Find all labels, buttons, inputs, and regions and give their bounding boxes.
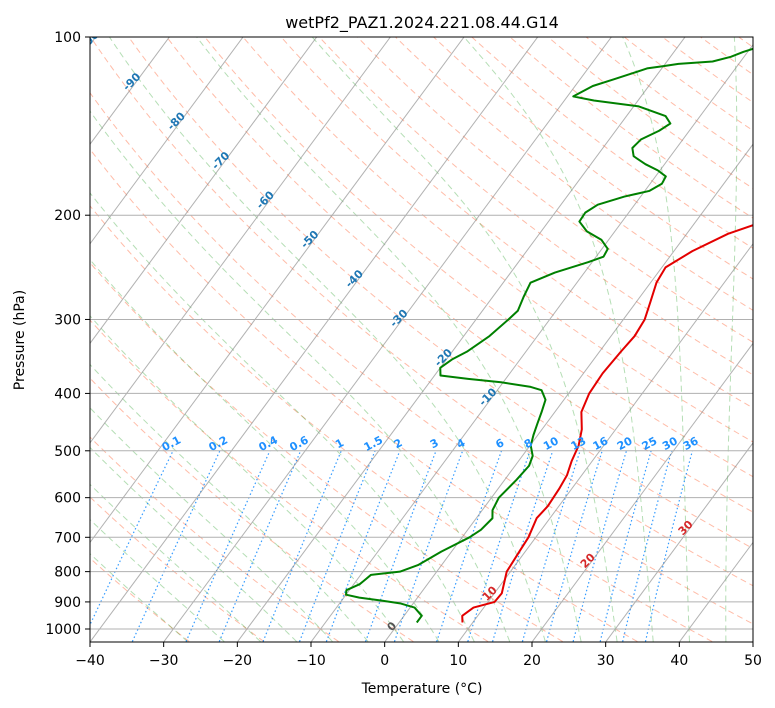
mixing-ratio-line xyxy=(325,450,401,642)
skewed-isotherm-lines xyxy=(90,37,753,642)
mixing-ratio-line xyxy=(622,450,673,642)
temperature-profile-line xyxy=(461,224,753,623)
dry-adiabat-line xyxy=(166,37,753,513)
y-tick-label: 800 xyxy=(54,565,81,581)
skewed-isotherm-line xyxy=(605,442,753,642)
skewed-isotherm-line xyxy=(237,37,686,642)
mixing-ratio-label: 30 xyxy=(660,434,680,453)
moist-adiabat-line xyxy=(90,110,511,642)
mixing-ratio-lines xyxy=(90,450,693,642)
plot-frame xyxy=(89,36,754,643)
y-tick-label: 200 xyxy=(54,208,81,224)
x-tick-label: 0 xyxy=(380,653,389,669)
x-tick-label: 30 xyxy=(597,653,615,669)
dry-adiabat-line xyxy=(90,319,489,642)
dry-adiabat-lines xyxy=(90,37,753,642)
y-axis: 100 200 300 400 500 600 700 800 900 1000 xyxy=(45,30,90,638)
mixing-ratio-line xyxy=(365,450,437,642)
profile-series xyxy=(345,47,753,624)
y-axis-label: Pressure (hPa) xyxy=(12,290,28,390)
x-tick-label: 40 xyxy=(670,653,688,669)
skewed-isotherm-line xyxy=(90,37,465,544)
moist-adiabat-line xyxy=(463,37,654,642)
dry-adiabat-line xyxy=(90,205,638,642)
mixing-ratio-label: 10 xyxy=(541,434,561,453)
skewed-isotherm-line xyxy=(90,37,539,642)
moist-adiabat-line xyxy=(622,37,690,642)
x-tick-label: 50 xyxy=(744,653,762,669)
moist-adiabat-line xyxy=(108,37,546,642)
x-axis: −40 −30 −20 −10 0 10 20 30 40 50 xyxy=(75,642,762,669)
mixing-ratio-line xyxy=(436,450,503,642)
y-tick-label: 300 xyxy=(54,312,81,328)
mixing-ratio-line xyxy=(262,450,342,642)
dry-adiabat-line xyxy=(90,148,713,642)
mixing-ratio-label: 36 xyxy=(681,434,701,453)
mixing-ratio-line xyxy=(599,450,652,642)
moist-adiabat-line xyxy=(90,192,475,642)
y-tick-label: 700 xyxy=(54,530,81,546)
dry-adiabat-line xyxy=(90,37,753,587)
x-tick-label: 20 xyxy=(523,653,541,669)
skewed-isotherm-line xyxy=(458,242,753,642)
mixing-ratio-line xyxy=(467,450,531,642)
moist-adiabat-line xyxy=(90,363,369,642)
skewed-isotherm-line xyxy=(384,143,753,642)
x-tick-label: −30 xyxy=(149,653,179,669)
moist-adiabat-line xyxy=(196,37,582,642)
skewed-isotherm-line xyxy=(90,37,391,444)
dry-adiabat-line xyxy=(90,91,753,625)
skewed-isotherm-line xyxy=(310,43,753,642)
dry-adiabat-line xyxy=(90,377,414,642)
mixing-ratio-line xyxy=(521,450,581,642)
mixing-ratio-line xyxy=(185,450,271,642)
moist-adiabat-line xyxy=(90,518,225,642)
mixing-ratio-label: 13 xyxy=(569,434,589,453)
x-tick-label: −10 xyxy=(296,653,326,669)
dewpoint-profile-line xyxy=(345,47,753,624)
dry-adiabat-line xyxy=(242,37,753,443)
dry-adiabat-line xyxy=(90,261,563,642)
mixing-ratio-label: 16 xyxy=(591,434,611,453)
x-axis-label: Temperature (°C) xyxy=(361,681,483,697)
mixing-ratio-label: 20 xyxy=(615,434,635,453)
y-tick-label: 100 xyxy=(54,30,81,46)
moist-adiabat-line xyxy=(90,446,297,642)
mixing-ratio-line xyxy=(492,450,554,642)
moist-adiabat-line xyxy=(90,553,188,642)
y-tick-label: 1000 xyxy=(45,622,81,638)
x-tick-label: 10 xyxy=(449,653,467,669)
skewed-isotherm-line xyxy=(90,37,244,245)
y-tick-label: 400 xyxy=(54,386,81,402)
dry-adiabat-line xyxy=(356,37,753,343)
dry-adiabat-line xyxy=(394,37,753,311)
moist-adiabat-line xyxy=(90,483,261,642)
skewed-isotherm-line xyxy=(531,342,753,642)
chart-title: wetPf2_PAZ1.2024.221.08.44.G14 xyxy=(285,13,559,33)
skewed-isotherm-line xyxy=(163,37,612,642)
dry-adiabat-line xyxy=(127,37,753,550)
pressure-grid-lines xyxy=(90,37,753,630)
moist-adiabat-line xyxy=(90,407,333,642)
skewed-isotherm-line xyxy=(90,37,170,146)
mixing-ratio-line xyxy=(218,450,302,642)
mixing-ratio-label: 25 xyxy=(640,434,660,453)
skewed-isotherm-line xyxy=(90,37,318,345)
mixing-ratio-line xyxy=(299,450,376,642)
moist-adiabat-line xyxy=(311,37,618,642)
plot-area: -100-90-80-70-60-50-40-30-20-10010203040… xyxy=(90,37,753,642)
moist-adiabat-line xyxy=(90,258,440,642)
moist-adiabat-line xyxy=(725,37,738,642)
dry-adiabat-line xyxy=(204,37,753,478)
x-tick-label: −20 xyxy=(223,653,253,669)
y-tick-label: 600 xyxy=(54,491,81,507)
y-tick-label: 900 xyxy=(54,595,81,611)
y-tick-label: 500 xyxy=(54,444,81,460)
mixing-ratio-line xyxy=(572,450,628,642)
x-tick-label: −40 xyxy=(75,653,105,669)
mixing-ratio-line xyxy=(546,450,603,642)
